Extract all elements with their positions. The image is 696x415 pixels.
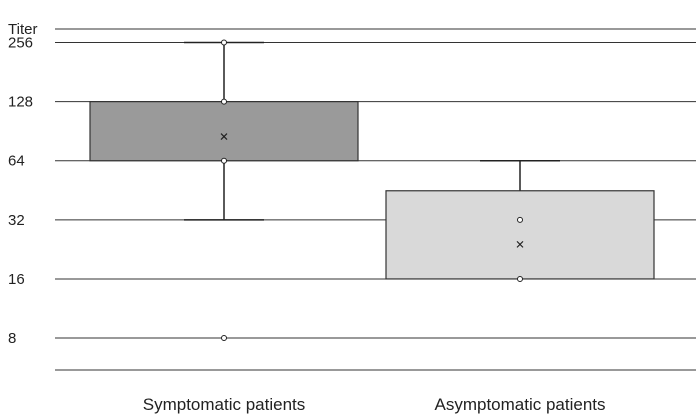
iqr-box xyxy=(89,101,359,162)
x-category-label: Asymptomatic patients xyxy=(434,395,605,414)
y-axis-label: Titer xyxy=(8,21,37,38)
data-point xyxy=(221,98,227,105)
data-point xyxy=(517,216,523,223)
data-point xyxy=(221,335,227,342)
boxes xyxy=(89,39,655,342)
mean-marker xyxy=(220,133,228,140)
y-tick-labels: 8 16 32 64 128 256 xyxy=(8,35,33,348)
data-point xyxy=(221,157,227,164)
mean-marker xyxy=(516,240,524,248)
y-tick-label: 128 xyxy=(8,94,33,111)
y-tick-label: 256 xyxy=(8,35,33,52)
box-symptomatic xyxy=(89,39,359,342)
y-tick-label: 64 xyxy=(8,153,25,170)
y-tick-label: 32 xyxy=(8,212,25,229)
data-point xyxy=(221,39,227,46)
iqr-box xyxy=(385,190,655,280)
data-point xyxy=(517,275,523,282)
y-tick-label: 16 xyxy=(8,271,25,288)
x-category-label: Symptomatic patients xyxy=(143,395,306,414)
box-asymptomatic xyxy=(385,159,655,282)
y-tick-label: 8 xyxy=(8,330,16,347)
x-category-labels: Symptomatic patients Asymptomatic patient… xyxy=(143,395,606,414)
